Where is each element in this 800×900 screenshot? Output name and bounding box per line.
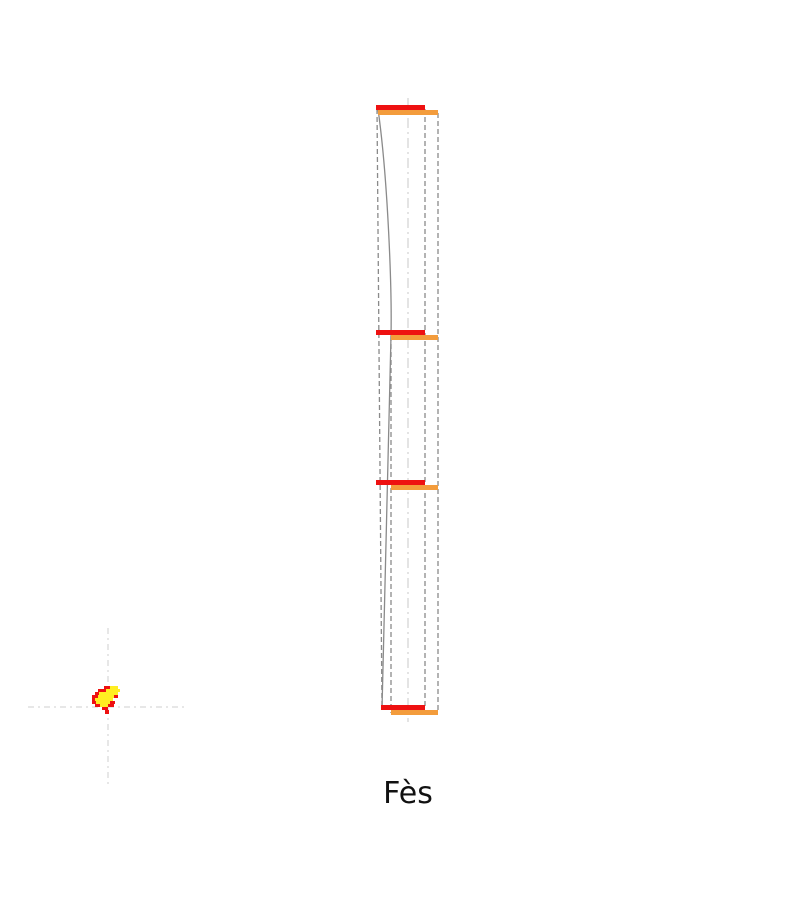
level-1-orange-plate <box>391 710 438 715</box>
level-4-orange-plate <box>378 110 438 115</box>
level-2-red-plate <box>376 480 425 485</box>
yellow-red-pixel-cluster-icon <box>92 686 120 714</box>
level-3-orange-plate <box>391 335 438 340</box>
level-4-red-plate <box>376 105 425 110</box>
level-plates <box>376 105 438 715</box>
deflection-curve <box>377 108 392 710</box>
level-1-red-plate <box>381 705 425 710</box>
frame-left-outer <box>376 108 383 710</box>
outline-frames <box>376 108 439 713</box>
diagram-caption: Fès <box>383 776 433 811</box>
level-3-red-plate <box>376 330 425 335</box>
level-2-orange-plate <box>391 485 438 490</box>
